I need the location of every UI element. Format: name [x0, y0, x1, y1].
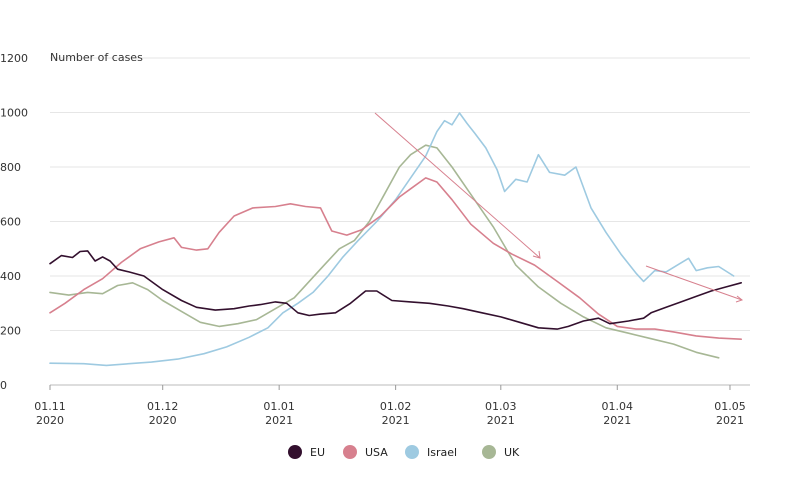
x-tick-label: 2020 — [36, 414, 64, 427]
y-axis-title: Number of cases — [50, 51, 143, 64]
x-axis-ticks: 01.11202001.12202001.01202101.02202101.0… — [34, 384, 750, 427]
trend-arrows — [374, 112, 744, 303]
y-tick-label: 400 — [0, 270, 21, 283]
y-tick-label: 200 — [0, 325, 21, 338]
legend-marker-eu — [288, 445, 302, 459]
x-tick-label: 01.04 — [602, 400, 634, 413]
y-axis-tick-labels: 0 200 400 600 800 1000 1200 — [0, 52, 28, 392]
series-line-eu — [49, 250, 743, 330]
y-tick-label: 1000 — [0, 107, 28, 120]
x-tick-label: 2021 — [265, 414, 293, 427]
trend-arrow-line — [374, 112, 541, 259]
y-tick-label: 0 — [0, 379, 7, 392]
x-tick-label: 2020 — [149, 414, 177, 427]
x-tick-label: 01.11 — [34, 400, 66, 413]
x-tick-label: 2021 — [603, 414, 631, 427]
y-tick-label: 1200 — [0, 52, 28, 65]
trend-arrow-head — [532, 250, 541, 259]
trend-arrow-line — [645, 265, 743, 301]
legend-label-uk: UK — [504, 446, 520, 459]
trend-arrow-head — [735, 295, 744, 303]
legend: EU USA Israel UK — [288, 445, 520, 459]
series-lines — [49, 112, 743, 367]
series-line-israel — [49, 112, 735, 367]
legend-marker-usa — [343, 445, 357, 459]
x-tick-label: 2021 — [382, 414, 410, 427]
legend-marker-uk — [482, 445, 496, 459]
series-line-usa — [49, 177, 743, 341]
gridlines — [50, 57, 750, 331]
x-tick-label: 01.05 — [714, 400, 746, 413]
x-tick-label: 01.03 — [485, 400, 517, 413]
legend-label-israel: Israel — [427, 446, 457, 459]
x-tick-label: 2021 — [716, 414, 744, 427]
y-tick-label: 800 — [0, 161, 21, 174]
y-tick-label: 600 — [0, 216, 21, 229]
legend-marker-israel — [405, 445, 419, 459]
series-line-uk — [49, 144, 720, 359]
x-tick-label: 01.12 — [147, 400, 179, 413]
legend-label-usa: USA — [365, 446, 388, 459]
legend-label-eu: EU — [310, 446, 325, 459]
x-tick-label: 2021 — [487, 414, 515, 427]
x-tick-label: 01.01 — [263, 400, 295, 413]
x-tick-label: 01.02 — [380, 400, 412, 413]
